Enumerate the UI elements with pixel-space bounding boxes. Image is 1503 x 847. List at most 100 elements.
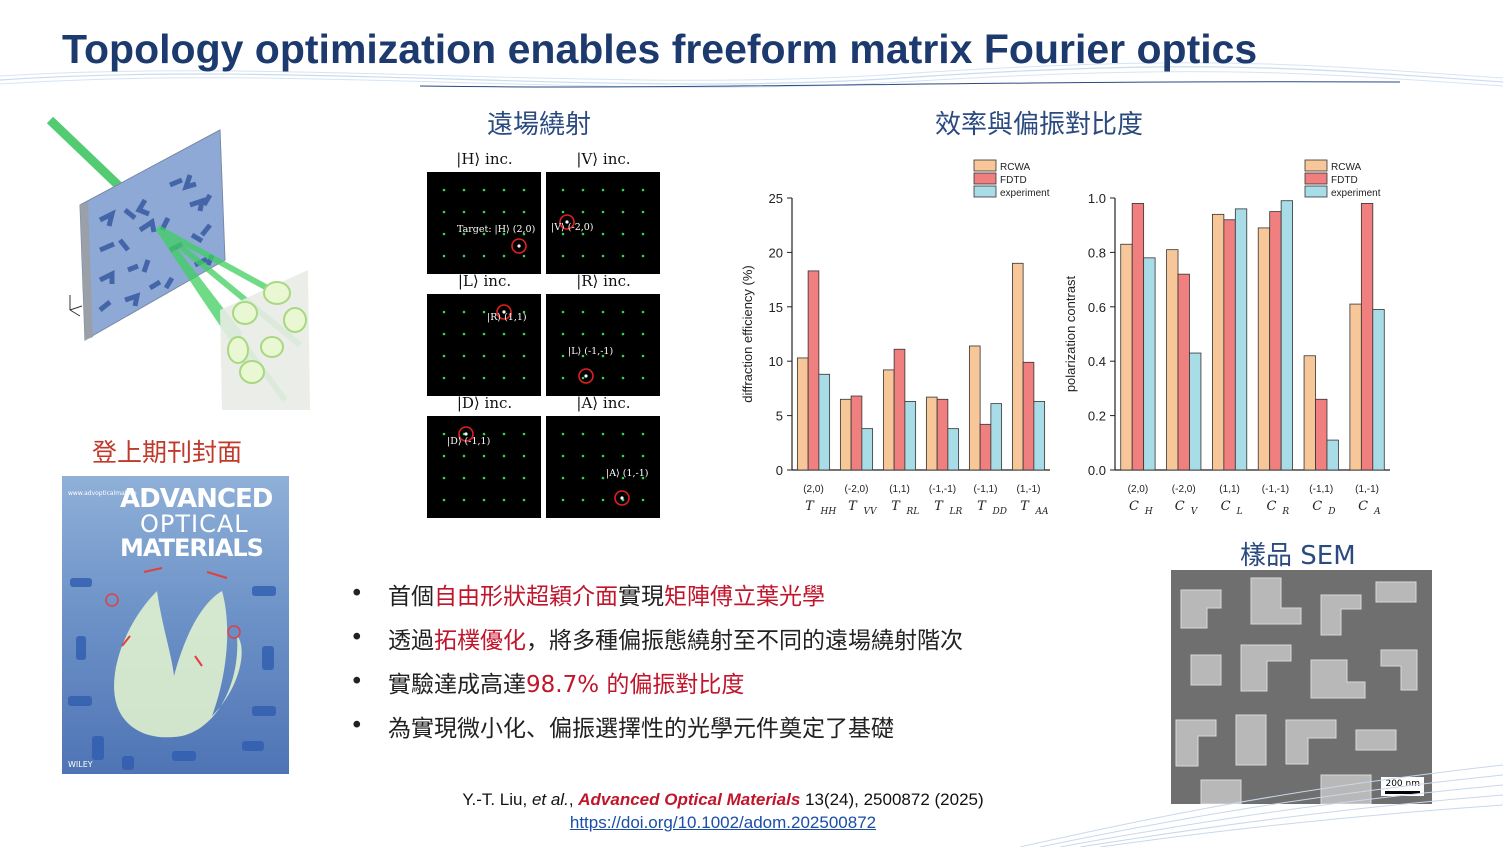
bullet-dot: • bbox=[350, 713, 364, 739]
y-tick-label: 0.0 bbox=[1088, 463, 1106, 478]
x-tick-label: (-1,-1) bbox=[929, 484, 956, 495]
bar bbox=[1234, 208, 1248, 471]
bar bbox=[1223, 219, 1236, 471]
bar bbox=[1166, 249, 1179, 471]
x-sublabel: C bbox=[1129, 499, 1139, 514]
x-sublabel-subscript: VV bbox=[864, 507, 878, 517]
bullet-text: 實驗達成高達 bbox=[388, 672, 526, 698]
bar bbox=[1303, 355, 1316, 471]
bullet-text: 為實現微小化、偏振選擇性的光學元件奠定了基礎 bbox=[388, 716, 894, 742]
bullet-item: • 首個 自由形狀超穎介面 實現 矩陣傅立葉光學 bbox=[350, 572, 963, 616]
sem-heading: 樣品 SEM bbox=[1240, 541, 1356, 571]
cover-publisher: WILEY bbox=[68, 760, 93, 769]
svg-text:|A⟩ (1,-1): |A⟩ (1,-1) bbox=[606, 468, 649, 479]
y-axis-label: polarization contrast bbox=[1063, 275, 1078, 392]
y-tick-label: 0.8 bbox=[1088, 245, 1106, 260]
x-tick-label: (-2,0) bbox=[845, 484, 869, 495]
bullet-text: ，將多種偏振態繞射至不同的遠場繞射階次 bbox=[526, 628, 963, 654]
page-title: Topology optimization enables freeform m… bbox=[62, 26, 1258, 72]
svg-text:|D⟩ (-1,1): |D⟩ (-1,1) bbox=[447, 436, 490, 447]
cover-site: www.advopticalmat.de bbox=[68, 490, 137, 497]
bar bbox=[839, 398, 852, 471]
x-sublabel-subscript: H bbox=[1144, 507, 1153, 517]
x-tick-label: (-1,-1) bbox=[1262, 484, 1289, 495]
bar bbox=[904, 401, 917, 471]
bullet-text: 透過 bbox=[388, 628, 434, 654]
bar bbox=[1143, 257, 1156, 471]
cover-artwork bbox=[68, 567, 276, 770]
bar bbox=[936, 398, 949, 471]
y-tick-label: 5 bbox=[776, 409, 783, 424]
sem-scale-line bbox=[1385, 791, 1420, 794]
decorative-corner-wave bbox=[1020, 764, 1503, 847]
svg-text:|V⟩ (-2,0): |V⟩ (-2,0) bbox=[551, 222, 594, 233]
x-sublabel: C bbox=[1358, 499, 1368, 514]
x-sublabel-subscript: V bbox=[1191, 507, 1199, 517]
y-tick-label: 10 bbox=[769, 354, 783, 369]
bar bbox=[979, 423, 992, 471]
bullet-highlight: 拓樸優化 bbox=[434, 628, 526, 654]
x-sublabel-subscript: A bbox=[1373, 507, 1381, 517]
bar bbox=[1372, 309, 1385, 471]
x-sublabel-subscript: AA bbox=[1035, 507, 1049, 517]
x-sublabel: C bbox=[1312, 499, 1322, 514]
bar bbox=[893, 348, 906, 471]
farfield-heading: 遠場繞射 bbox=[487, 110, 592, 140]
diffraction-pattern: Target: |H⟩ (2,0) bbox=[427, 172, 541, 274]
bullet-text: 首個 bbox=[388, 584, 434, 610]
bar bbox=[1011, 262, 1024, 471]
x-sublabel: T bbox=[977, 499, 987, 514]
x-sublabel: T bbox=[805, 499, 815, 514]
y-tick-label: 0.4 bbox=[1088, 354, 1106, 369]
doi-link[interactable]: https://doi.org/10.1002/adom.202500872 bbox=[569, 813, 877, 832]
svg-text:Target: |H⟩ (2,0): Target: |H⟩ (2,0) bbox=[457, 224, 535, 235]
bullet-highlight: 自由形狀超穎介面 bbox=[434, 584, 618, 610]
journal-cover: www.advopticalmat.de ADVANCED OPTICAL MA… bbox=[62, 476, 289, 774]
x-sublabel-subscript: R bbox=[1281, 507, 1289, 517]
cover-journal-line3: MATERIALS bbox=[120, 534, 264, 562]
bar bbox=[968, 345, 981, 471]
bar bbox=[1189, 352, 1202, 471]
diffraction-pattern: |D⟩ (-1,1) bbox=[427, 416, 541, 518]
x-tick-label: (-1,1) bbox=[1309, 484, 1333, 495]
legend-label: experiment bbox=[1331, 188, 1381, 199]
svg-text:|R⟩ (1,1): |R⟩ (1,1) bbox=[487, 312, 527, 323]
bullet-highlight: 矩陣傅立葉光學 bbox=[664, 584, 825, 610]
bar bbox=[1349, 303, 1362, 471]
bar bbox=[925, 396, 938, 471]
diffraction-pattern: |L⟩ (-1,-1) bbox=[546, 294, 660, 396]
y-tick-label: 20 bbox=[769, 245, 783, 260]
x-sublabel-subscript: DD bbox=[992, 507, 1007, 517]
bar bbox=[861, 428, 874, 471]
panel-label: |L⟩ inc. bbox=[457, 272, 512, 290]
diffraction-pattern: |A⟩ (1,-1) bbox=[546, 416, 660, 518]
panel-label: |D⟩ inc. bbox=[456, 394, 513, 412]
legend-label: FDTD bbox=[1000, 175, 1027, 186]
legend-label: RCWA bbox=[1000, 162, 1031, 173]
bullet-list: • 首個 自由形狀超穎介面 實現 矩陣傅立葉光學 • 透過 拓樸優化 ，將多種偏振態繞射至不同… bbox=[350, 572, 963, 748]
x-sublabel-subscript: RL bbox=[906, 507, 920, 517]
diffraction-pattern: |V⟩ (-2,0) bbox=[546, 172, 660, 274]
reference-sep: , bbox=[568, 790, 579, 809]
diffraction-pattern: |R⟩ (1,1) bbox=[427, 294, 541, 396]
cover-journal-line1: ADVANCED bbox=[120, 484, 273, 514]
legend-label: FDTD bbox=[1331, 175, 1358, 186]
bar bbox=[1211, 213, 1225, 471]
x-sublabel: C bbox=[1266, 499, 1276, 514]
bar bbox=[1315, 398, 1328, 471]
y-tick-label: 15 bbox=[769, 300, 783, 315]
legend-swatch bbox=[1304, 159, 1328, 172]
y-tick-label: 0.2 bbox=[1088, 409, 1106, 424]
legend-swatch bbox=[1304, 185, 1328, 198]
x-tick-label: (2,0) bbox=[803, 484, 824, 495]
x-sublabel: T bbox=[848, 499, 858, 514]
x-sublabel-subscript: LR bbox=[949, 507, 963, 517]
bar bbox=[1177, 273, 1190, 471]
reference-authors: Y.-T. Liu, bbox=[462, 790, 532, 809]
legend-swatch bbox=[1304, 172, 1328, 185]
bar bbox=[1120, 243, 1133, 471]
bullet-item: • 為實現微小化、偏振選擇性的光學元件奠定了基礎 bbox=[350, 704, 963, 748]
bullet-text: 實現 bbox=[618, 584, 664, 610]
legend-swatch bbox=[973, 172, 997, 185]
y-tick-label: 0.6 bbox=[1088, 300, 1106, 315]
